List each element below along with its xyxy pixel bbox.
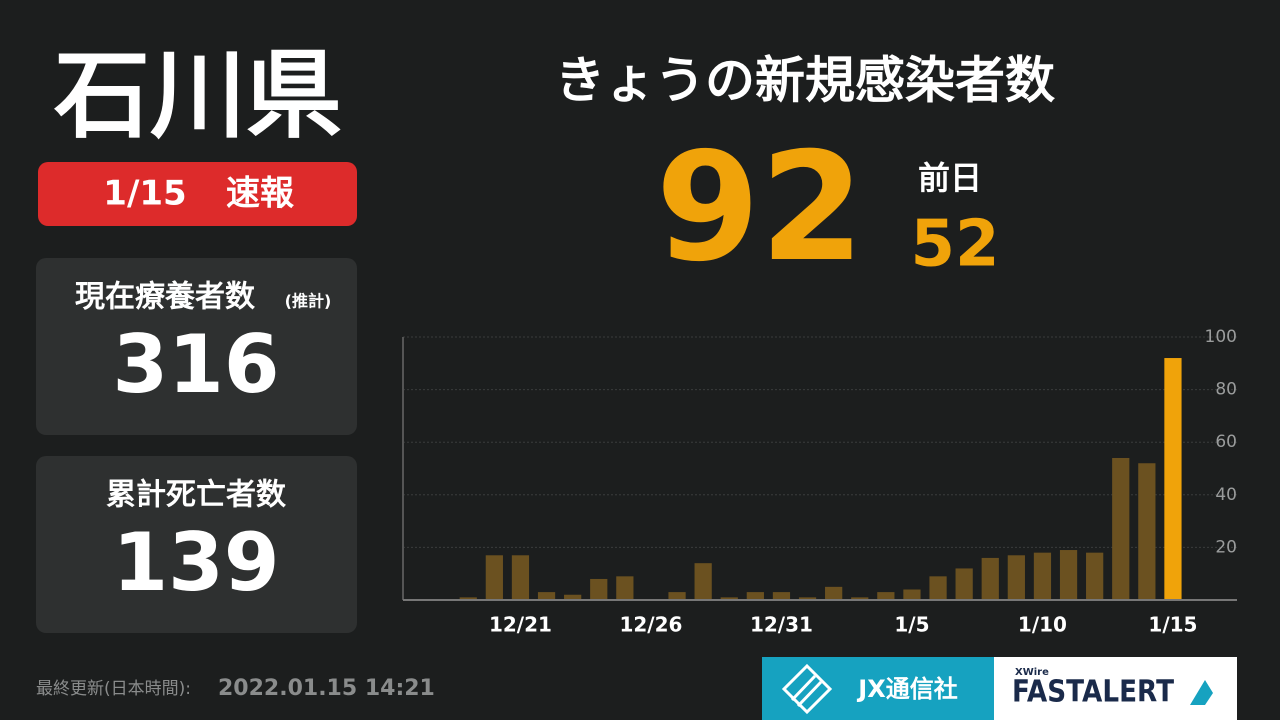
bar: [590, 578, 608, 600]
fastalert-text: FASTALERT: [1012, 675, 1174, 710]
today-label: きょうの新規感染者数: [555, 52, 1055, 110]
bar: [929, 576, 947, 600]
card-value: 139: [113, 516, 280, 609]
fastalert-icon: [1190, 680, 1213, 705]
badge: [38, 162, 357, 226]
y-tick-label: 100: [1205, 327, 1237, 347]
prev-label: 前日: [918, 159, 982, 197]
card-note: (推計): [285, 292, 332, 311]
today-value: 92: [656, 121, 865, 295]
card: [36, 456, 357, 633]
bar: [537, 592, 556, 600]
bar: [485, 555, 503, 600]
card-label: 累計死亡者数: [106, 478, 287, 513]
bar: [1138, 463, 1156, 600]
bar: [903, 589, 921, 600]
badge-date: 1/15: [103, 174, 186, 214]
bar: [981, 557, 999, 600]
bar: [459, 597, 477, 600]
x-tick-label: 1/10: [1018, 613, 1067, 637]
bar: [668, 592, 686, 600]
bar: [798, 597, 817, 600]
bar: [564, 594, 582, 600]
bar: [720, 597, 738, 600]
bar: [1059, 550, 1078, 600]
bar: [955, 568, 973, 600]
x-tick-label: 12/26: [619, 613, 682, 637]
prev-value: 52: [910, 208, 999, 282]
bar: [694, 563, 712, 600]
y-tick-label: 60: [1215, 432, 1237, 452]
x-tick-label: 1/5: [894, 613, 929, 637]
card: [36, 258, 357, 435]
bar: [1007, 555, 1025, 600]
y-tick-label: 40: [1215, 485, 1237, 505]
bar: [851, 597, 869, 600]
fastalert-logo: [994, 657, 1237, 720]
card-value: 316: [113, 318, 280, 411]
bar: [1086, 552, 1104, 600]
x-tick-label: 1/15: [1148, 613, 1197, 637]
y-tick-label: 80: [1215, 380, 1237, 400]
bar: [877, 592, 895, 600]
xwire-text: XWire: [1015, 667, 1049, 678]
bar: [511, 555, 530, 600]
bar: [772, 592, 791, 600]
bar: [825, 586, 843, 600]
bar: [616, 576, 634, 600]
badge-text: 速報: [226, 174, 294, 214]
jx-icon: [781, 663, 833, 715]
y-tick-label: 20: [1215, 537, 1237, 557]
card-label: 現在療養者数: [75, 280, 256, 315]
jx-text: JX通信社: [856, 675, 957, 703]
updated-label: 最終更新(日本時間):: [36, 679, 191, 699]
bar: [1033, 552, 1052, 600]
x-tick-label: 12/31: [750, 613, 813, 637]
jx-logo: [762, 657, 994, 720]
x-tick-label: 12/21: [489, 613, 552, 637]
updated: 2022.01.15 14:21: [218, 676, 435, 701]
prefecture: 石川県: [54, 39, 342, 151]
bar: [746, 592, 764, 600]
bar: [1112, 457, 1130, 600]
bar: [1164, 358, 1182, 600]
